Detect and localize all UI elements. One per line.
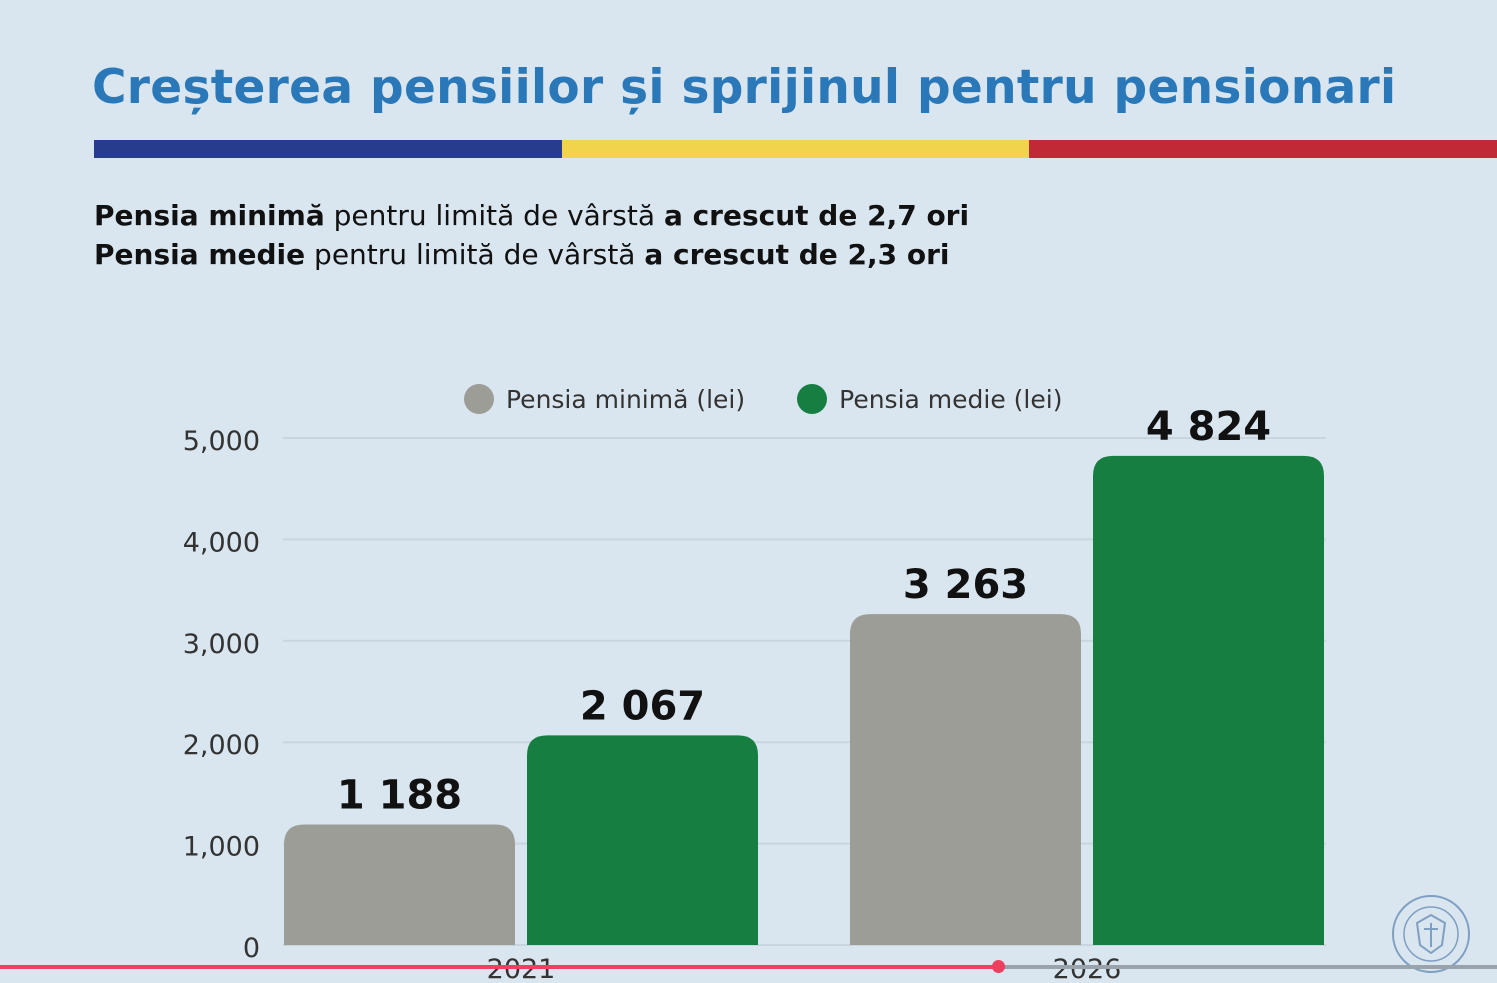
subtitle: Pensia minimă pentru limită de vârstă a …: [94, 196, 969, 274]
subtitle-2-bold-b: a crescut de 2,3 ori: [644, 238, 950, 271]
bar-minima-2026: [850, 614, 1081, 945]
subtitle-line-1: Pensia minimă pentru limită de vârstă a …: [94, 196, 969, 235]
y-tick-label-3000: 3,000: [183, 629, 260, 660]
data-label-minima-2021: 1 188: [337, 773, 462, 819]
flag-stripe-red: [1029, 140, 1497, 158]
bar-medie-2026: [1093, 455, 1324, 945]
flag-stripe-yellow: [561, 140, 1030, 158]
tricolor-divider: [94, 140, 1497, 158]
subtitle-1-bold-b: a crescut de 2,7 ori: [663, 199, 970, 232]
y-tick-label-4000: 4,000: [183, 527, 260, 558]
legend-item-medie: Pensia medie (lei): [797, 384, 1062, 414]
bar-minima-2021: [284, 824, 515, 945]
bar-medie-2021: [527, 735, 758, 945]
video-progress-knob[interactable]: [992, 960, 1006, 973]
legend-dot-minima: [464, 384, 494, 414]
subtitle-2-normal: pentru limită de vârstă: [305, 238, 645, 271]
y-tick-label-2000: 2,000: [183, 730, 260, 761]
chart-legend: Pensia minimă (lei) Pensia medie (lei): [464, 384, 1114, 414]
data-label-minima-2026: 3 263: [903, 562, 1028, 608]
y-tick-label-0: 0: [243, 933, 260, 964]
legend-label-minima: Pensia minimă (lei): [506, 384, 746, 414]
data-label-medie-2021: 2 067: [580, 683, 705, 729]
subtitle-1-normal: pentru limită de vârstă: [324, 199, 664, 232]
video-progress-fill: [0, 965, 999, 969]
government-seal-icon: [1392, 895, 1470, 973]
y-tick-label-1000: 1,000: [183, 832, 260, 863]
legend-item-minima: Pensia minimă (lei): [464, 384, 745, 414]
data-label-medie-2026: 4 824: [1146, 404, 1271, 450]
subtitle-1-bold-a: Pensia minimă: [94, 199, 325, 232]
page-title: Creșterea pensiilor și sprijinul pentru …: [92, 60, 1397, 115]
subtitle-line-2: Pensia medie pentru limită de vârstă a c…: [94, 235, 969, 274]
legend-label-medie: Pensia medie (lei): [839, 384, 1063, 414]
subtitle-2-bold-a: Pensia medie: [94, 238, 306, 271]
y-tick-label-5000: 5,000: [183, 426, 260, 457]
legend-dot-medie: [797, 384, 828, 414]
flag-stripe-blue: [94, 140, 562, 158]
